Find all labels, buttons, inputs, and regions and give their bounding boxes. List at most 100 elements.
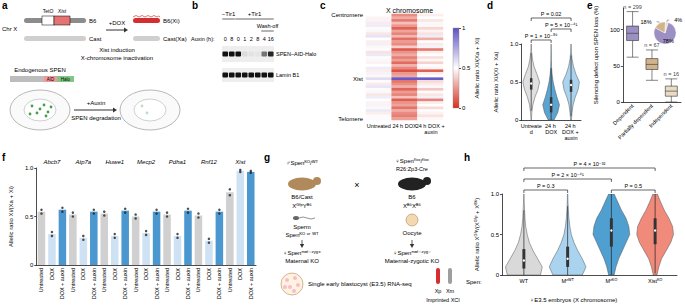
svg-text:Atp7a: Atp7a [74, 159, 91, 165]
svg-text:Xᴮ⁶Xᴮ⁶: Xᴮ⁶Xᴮ⁶ [403, 203, 421, 209]
svg-text:Untreated: Untreated [101, 268, 107, 292]
svg-text:Maternal-zygotic KO: Maternal-zygotic KO [385, 258, 440, 264]
svg-text:P = 0.02: P = 0.02 [541, 11, 562, 17]
svg-text:Pdha1: Pdha1 [169, 159, 186, 165]
svg-text:WT: WT [520, 278, 529, 284]
svg-text:100: 100 [610, 27, 621, 33]
svg-text:DOX + auxin: DOX + auxin [185, 268, 191, 299]
svg-text:−Tir1: −Tir1 [222, 11, 236, 17]
svg-text:Spenᴷᴼ ᵒʳ ᵂᵀ: Spenᴷᴼ ᵒʳ ᵂᵀ [286, 232, 319, 238]
svg-text:B6(Xi): B6(Xi) [163, 18, 180, 24]
svg-text:♀E3.5 embryos (X chromosome): ♀E3.5 embryos (X chromosome) [530, 297, 618, 303]
svg-text:Halo: Halo [61, 77, 71, 82]
svg-text:Spen:: Spen: [466, 279, 482, 285]
svg-text:0.5: 0.5 [491, 232, 500, 238]
svg-text:Chr X: Chr X [2, 26, 17, 32]
svg-text:16: 16 [268, 36, 274, 42]
svg-text:+DOX: +DOX [109, 20, 126, 26]
svg-text:78%: 78% [663, 38, 674, 44]
svg-text:auxin: auxin [564, 135, 577, 141]
svg-text:DOX + auxin: DOX + auxin [154, 268, 160, 299]
svg-text:DOX: DOX [112, 268, 118, 280]
svg-text:Untreated: Untreated [38, 268, 44, 292]
svg-text:Partially dependent: Partially dependent [617, 103, 655, 141]
svg-text:4%: 4% [674, 17, 682, 23]
svg-text:auxin: auxin [423, 129, 438, 135]
svg-text:Cast: Cast [89, 36, 102, 42]
svg-text:Untreated: Untreated [367, 123, 391, 129]
svg-text:Allelic ratio Xi/(Xi + Xa): Allelic ratio Xi/(Xi + Xa) [493, 51, 499, 112]
svg-text:1.0: 1.0 [491, 191, 500, 197]
svg-text:24 h DOX: 24 h DOX [392, 123, 416, 129]
svg-text:0.5: 0.5 [462, 65, 471, 71]
svg-text:2: 2 [250, 36, 253, 42]
svg-text:1.0: 1.0 [510, 41, 519, 47]
svg-text:Untreated: Untreated [164, 268, 170, 292]
svg-text:Xist: Xist [353, 76, 363, 82]
svg-text:Xistᴷᴼ: Xistᴷᴼ [648, 278, 663, 284]
svg-text:×: × [354, 180, 359, 190]
svg-text:♀Spenᶠˡᵒˣ/ᶠˡᵒˣ: ♀Spenᶠˡᵒˣ/ᶠˡᵒˣ [395, 158, 428, 164]
svg-text:Mᶻᴷᴼ: Mᶻᴷᴼ [606, 278, 618, 284]
svg-text:8: 8 [230, 36, 233, 42]
svg-text:XᴳᶠᵖYᴮ⁶: XᴳᶠᵖYᴮ⁶ [292, 203, 312, 209]
svg-text:Huwe1: Huwe1 [105, 159, 124, 165]
svg-text:P = 2 × 10⁻⁴¹: P = 2 × 10⁻⁴¹ [551, 172, 584, 178]
svg-text:Allelic ratio Xi/(Xa + Xi): Allelic ratio Xi/(Xa + Xi) [474, 37, 480, 98]
svg-text:4: 4 [263, 36, 266, 42]
svg-text:DOX: DOX [80, 268, 86, 280]
svg-text:Xp: Xp [435, 288, 442, 294]
svg-text:♀Spenᵐᵃᵗ⁻ᶻʸᵍ⁺: ♀Spenᵐᵃᵗ⁻ᶻʸᵍ⁺ [283, 250, 321, 256]
svg-text:DOX: DOX [143, 268, 149, 280]
svg-text:+Auxin: +Auxin [87, 100, 106, 106]
svg-text:0.5: 0.5 [25, 214, 34, 220]
svg-text:Allelic ratio Xi/(Xa + Xi): Allelic ratio Xi/(Xa + Xi) [8, 186, 14, 247]
svg-text:0.5: 0.5 [510, 79, 519, 85]
svg-text:0: 0 [224, 36, 227, 42]
svg-text:Untreated: Untreated [70, 268, 76, 292]
svg-text:P = 0.5: P = 0.5 [625, 183, 642, 189]
svg-text:Xm: Xm [446, 288, 455, 294]
svg-text:P = 5 × 10⁻⁴¹: P = 5 × 10⁻⁴¹ [545, 22, 578, 28]
svg-text:0: 0 [30, 262, 34, 268]
svg-text:DOX: DOX [206, 268, 212, 280]
svg-text:n = 299: n = 299 [623, 4, 642, 10]
svg-text:SPEN degradation: SPEN degradation [71, 115, 121, 121]
svg-text:8: 8 [256, 36, 259, 42]
svg-text:Independent: Independent [648, 103, 674, 129]
svg-text:0: 0 [617, 99, 621, 105]
svg-text:Mᶻᵂᵀ: Mᶻᵂᵀ [561, 278, 574, 284]
svg-text:P = 4 × 10⁻³²: P = 4 × 10⁻³² [574, 161, 606, 167]
svg-text:Cast(Xa): Cast(Xa) [163, 36, 187, 42]
svg-text:Wash-off: Wash-off [257, 23, 279, 29]
svg-text:DOX: DOX [545, 129, 557, 135]
svg-text:SPEN–AID-Halo: SPEN–AID-Halo [276, 51, 316, 57]
svg-text:0: 0 [237, 36, 240, 42]
svg-text:0: 0 [462, 105, 466, 111]
svg-text:0: 0 [515, 117, 519, 123]
svg-text:Oocyte: Oocyte [402, 230, 422, 236]
svg-text:DOX: DOX [175, 268, 181, 280]
svg-text:AID: AID [47, 77, 55, 82]
svg-text:1.0: 1.0 [25, 165, 34, 171]
svg-text:DOX + auxin: DOX + auxin [91, 268, 97, 299]
svg-text:♂Spenᴷᴼ/ᵂᵀ: ♂Spenᴷᴼ/ᵂᵀ [286, 160, 319, 166]
svg-text:P = 0.3: P = 0.3 [537, 183, 554, 189]
svg-text:1: 1 [243, 36, 246, 42]
svg-text:Xist: Xist [57, 8, 67, 14]
svg-text:Silencing defect upon SPEN los: Silencing defect upon SPEN loss (%) [593, 6, 599, 105]
svg-text:Untreated: Untreated [227, 268, 233, 292]
svg-text:DOX: DOX [237, 268, 243, 280]
svg-text:Maternal KO: Maternal KO [285, 258, 319, 264]
svg-text:Sperm: Sperm [293, 224, 311, 230]
svg-text:Abcb7: Abcb7 [42, 159, 61, 165]
svg-text:Single early blastocyst (E3.5): Single early blastocyst (E3.5) RNA-seq [308, 281, 412, 287]
svg-text:DOX + auxin: DOX + auxin [59, 268, 65, 299]
svg-text:50: 50 [613, 63, 620, 69]
svg-text:♀Spenᵐᵃᵗ⁻ᶻʸᵍ⁻: ♀Spenᵐᵃᵗ⁻ᶻʸᵍ⁻ [393, 250, 431, 256]
svg-text:X chromosome: X chromosome [386, 7, 433, 14]
svg-text:DOX: DOX [49, 268, 55, 280]
svg-text:Endogenous SPEN: Endogenous SPEN [14, 67, 66, 73]
svg-text:P = 1 × 10⁻⁵⁶: P = 1 × 10⁻⁵⁶ [525, 33, 558, 39]
svg-text:n = 16: n = 16 [664, 71, 679, 77]
